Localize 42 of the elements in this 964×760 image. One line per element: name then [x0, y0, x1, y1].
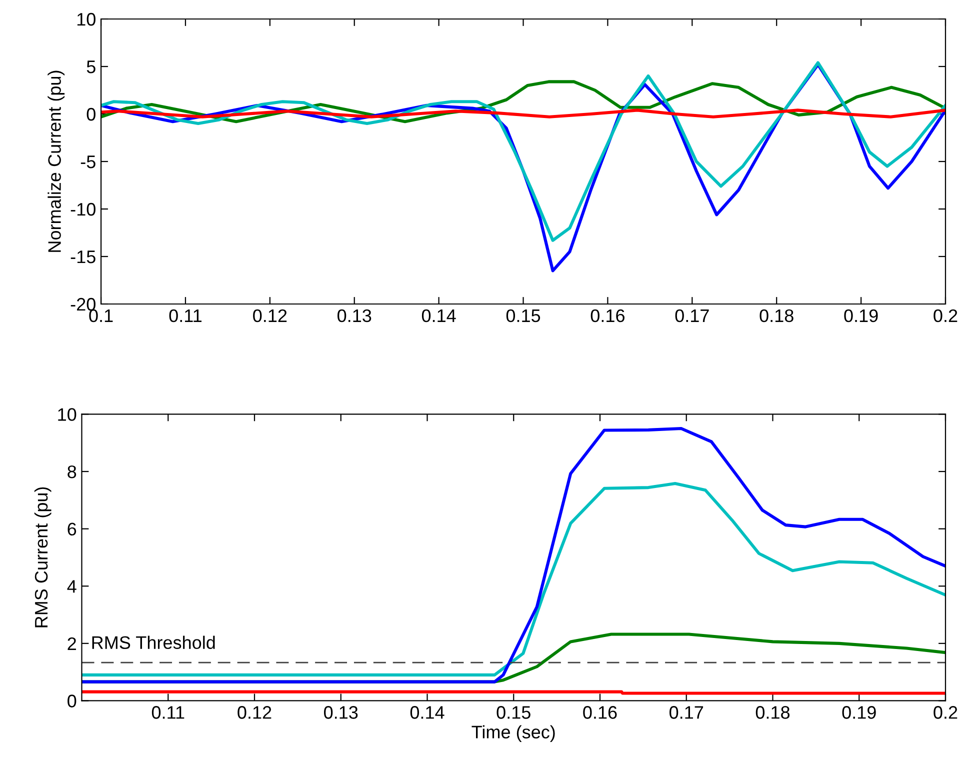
- x-axis-title: Time (sec): [472, 725, 555, 742]
- y-tick-label: -15: [70, 250, 96, 264]
- y-tick-label: 0: [68, 694, 76, 708]
- x-tick-label: 0.15: [496, 706, 530, 719]
- x-tick-label: 0.19: [844, 309, 878, 322]
- x-tick-label: 0.11: [169, 309, 202, 322]
- x-tick-label: 0.18: [760, 309, 794, 322]
- x-tick-label: 0.2: [934, 706, 958, 719]
- line-series: [101, 61, 946, 242]
- x-tick-label: 0.14: [410, 706, 444, 719]
- x-tick-label: 0.15: [506, 309, 540, 322]
- x-tick-label: 0.17: [670, 706, 704, 719]
- x-tick-label: 0.17: [675, 309, 709, 322]
- ref-line-label: RMS Threshold: [92, 636, 215, 650]
- x-tick-label: 0.13: [338, 309, 372, 322]
- x-tick-label: 0.18: [756, 706, 790, 719]
- y-tick-label: -5: [80, 156, 96, 168]
- x-tick-label: 0.19: [842, 706, 876, 719]
- x-tick-label: 0.12: [253, 309, 287, 322]
- y-tick-label: 10: [58, 408, 76, 421]
- y-tick-label: 6: [68, 522, 76, 536]
- y-tick-label: -10: [70, 202, 96, 216]
- line-series: [82, 426, 946, 684]
- x-tick-label: 0.12: [238, 706, 272, 719]
- y-tick-label: 10: [77, 12, 96, 26]
- x-tick-label: 0.16: [583, 706, 617, 719]
- x-tick-label: 0.14: [422, 309, 456, 322]
- y-tick-label: 8: [68, 465, 76, 478]
- y-axis-title: RMS Current (pu): [34, 487, 52, 628]
- x-tick-label: 0.13: [324, 706, 358, 719]
- y-axis-title: Normalize Current (pu): [48, 70, 65, 252]
- line-series: [82, 482, 946, 676]
- y-tick-label: 0: [86, 108, 96, 121]
- y-tick-label: 4: [67, 580, 76, 593]
- line-series: [101, 108, 946, 118]
- y-tick-label: 5: [86, 60, 96, 74]
- x-tick-label: 0.11: [152, 706, 184, 719]
- y-tick-label: -20: [70, 298, 96, 311]
- x-tick-label: 0.1: [89, 309, 113, 322]
- x-tick-label: 0.16: [590, 309, 624, 322]
- y-tick-label: 2: [68, 637, 76, 650]
- x-tick-label: 0.2: [934, 309, 958, 322]
